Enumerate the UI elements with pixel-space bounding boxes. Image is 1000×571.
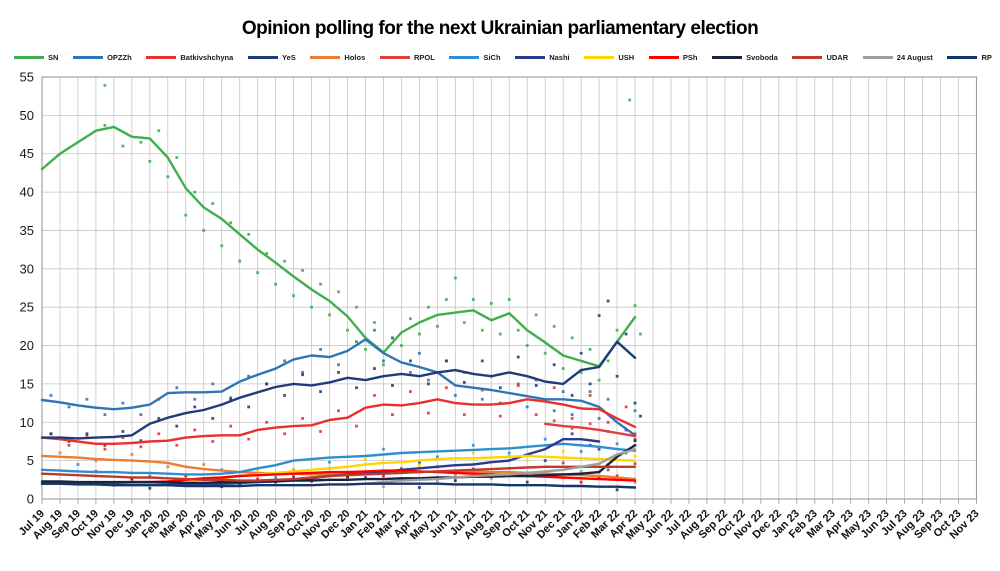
legend-swatch-icon [648, 56, 679, 59]
legend-swatch-icon [247, 56, 278, 59]
legend-swatch-icon [379, 56, 410, 59]
legend-item-Batkivshchyna: Batkivshchyna [146, 53, 233, 62]
legend-swatch-icon [310, 56, 341, 59]
series-line-SN [40, 125, 637, 368]
series-line-Batkivshchyna [40, 398, 637, 445]
legend-swatch-icon [515, 56, 546, 59]
legend-item-Svoboda: Svoboda [712, 53, 778, 62]
legend-item-Holos: Holos [310, 53, 365, 62]
y-axis-label: 20 [20, 338, 34, 353]
legend-item-SN: SN [14, 53, 58, 62]
y-axis-label: 50 [20, 108, 34, 123]
series-line-RPOL [544, 422, 637, 438]
legend-label: Nashi [549, 53, 570, 62]
legend-label: 24 August [896, 53, 933, 62]
legend-item-RP: RP [947, 53, 992, 62]
scatter-YeS [49, 299, 642, 447]
legend-item-24 August: 24 August [862, 53, 933, 62]
legend-label: UDAR [826, 53, 849, 62]
legend-swatch-icon [947, 56, 978, 59]
legend-swatch-icon [862, 56, 893, 59]
y-axis-label: 45 [20, 146, 34, 161]
series-line-YeS [40, 340, 637, 440]
scatter-SiCh [76, 437, 619, 479]
legend-label: OPZZh [107, 53, 132, 62]
legend-label: RP [981, 53, 992, 62]
legend-item-RPOL: RPOL [379, 53, 435, 62]
gridlines [41, 76, 978, 504]
legend-swatch-icon [14, 56, 44, 59]
y-axis-label: 5 [27, 453, 34, 468]
y-axis-label: 15 [20, 376, 34, 391]
legend-label: Svoboda [746, 53, 778, 62]
legend-label: USH [618, 53, 635, 62]
y-axis-label: 40 [20, 185, 34, 200]
y-axis-label: 0 [27, 492, 34, 507]
legend-label: Holos [344, 53, 366, 62]
y-axis-label: 10 [20, 415, 34, 430]
legend-label: PSh [682, 53, 698, 62]
legend-swatch-icon [584, 56, 615, 59]
legend-item-USH: USH [584, 53, 634, 62]
legend: SN OPZZh Batkivshchyna YeS Holos RPOL SiCh Nash… [14, 53, 992, 62]
y-axis-label: 35 [20, 223, 34, 238]
scatter-SN [103, 84, 642, 382]
legend-label: SN [48, 53, 59, 62]
legend-item-Nashi: Nashi [515, 53, 570, 62]
series-line-RP [40, 482, 637, 489]
legend-item-OPZZh: OPZZh [73, 53, 132, 62]
legend-label: RPOL [413, 53, 435, 62]
y-axis-label: 30 [20, 261, 34, 276]
legend-swatch-icon [449, 56, 480, 59]
legend-swatch-icon [146, 56, 177, 59]
y-axis-labels: 0 5 10 15 20 25 30 35 40 45 50 55 [20, 70, 34, 507]
legend-item-SiCh: SiCh [449, 53, 501, 62]
series-line-24 August [364, 447, 637, 485]
chart-title: Opinion polling for the next Ukrainian p… [241, 18, 759, 39]
y-axis-label: 25 [20, 300, 34, 315]
legend-item-YeS: YeS [247, 53, 296, 62]
legend-label: YeS [281, 53, 296, 62]
series-line-SiCh [40, 442, 637, 476]
legend-swatch-icon [73, 56, 104, 59]
series-line-UDAR [40, 465, 637, 482]
legend-item-UDAR: UDAR [792, 53, 848, 62]
legend-item-PSh: PSh [648, 53, 698, 62]
legend-label: SiCh [483, 53, 501, 62]
legend-swatch-icon [712, 56, 743, 59]
legend-swatch-icon [792, 56, 823, 59]
series-line-Svoboda [40, 444, 637, 485]
scatter-Batkivshchyna [49, 384, 637, 451]
legend-label: Batkivshchyna [180, 53, 234, 62]
series-line-OPZZh [40, 338, 637, 437]
series-lines [40, 125, 637, 489]
y-axis-label: 55 [20, 70, 34, 85]
